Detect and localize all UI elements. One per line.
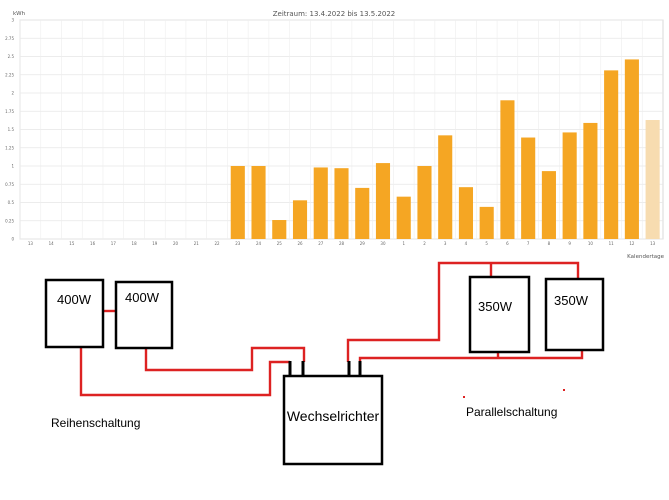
- chart-y-ticks: 0 0.25 0.5 0.75 1 1.25 1.5 1.75 2 2.25 2.5 2.75 3: [5, 18, 14, 242]
- x-tick-label: 24: [256, 241, 262, 246]
- bar-3-20: [438, 135, 453, 239]
- x-tick-label: 13: [650, 241, 656, 246]
- x-tick-label: 14: [49, 241, 55, 246]
- wire-series-right: [144, 346, 306, 372]
- x-tick-label: 19: [152, 241, 158, 246]
- bar-8-25: [541, 171, 556, 239]
- bar-11-28: [604, 70, 619, 240]
- y-tick-label: 2: [11, 91, 14, 96]
- x-tick-label: 9: [568, 241, 571, 246]
- panel-350w-2: [544, 277, 605, 352]
- chart-y-label: kWh: [13, 11, 26, 17]
- y-tick-label: 1.75: [5, 109, 14, 114]
- x-tick-label: 3: [444, 241, 447, 246]
- x-tick-label: 16: [90, 241, 96, 246]
- bar-27-14: [313, 167, 328, 239]
- x-tick-label: 5: [485, 241, 488, 246]
- y-tick-label: 2.5: [8, 54, 15, 59]
- y-tick-label: 1.5: [8, 127, 15, 132]
- y-tick-label: 1.25: [5, 145, 14, 150]
- x-tick-label: 13: [28, 241, 34, 246]
- chart-x-label: Kalendertage: [627, 254, 664, 260]
- x-tick-label: 26: [297, 241, 303, 246]
- chart-title: Zeitraum: 13.4.2022 bis 13.5.2022: [273, 10, 396, 18]
- stray-mark-1: [463, 396, 465, 398]
- x-tick-label: 17: [111, 241, 117, 246]
- y-tick-label: 2.75: [5, 36, 14, 41]
- bar-25-12: [272, 220, 287, 239]
- chart-x-ticks: 13 14 15 16 17 18 19 20 21 22 23 24 25 26 27 28 29 30 1 2 3 4…: [28, 241, 656, 246]
- bar-2-19: [417, 166, 432, 239]
- x-tick-label: 12: [629, 241, 635, 246]
- bar-13-30: [645, 120, 660, 239]
- x-tick-label: 22: [215, 241, 221, 246]
- x-tick-label: 28: [339, 241, 345, 246]
- wire-parallel-bottom: [358, 350, 584, 362]
- x-tick-label: 18: [132, 241, 138, 246]
- parallel-connection-label: Parallelschaltung: [466, 405, 557, 419]
- x-tick-label: 23: [235, 241, 241, 246]
- wire-parallel-top: [346, 261, 580, 362]
- bar-26-13: [292, 200, 308, 239]
- wires: [79, 261, 584, 397]
- bar-28-15: [334, 168, 349, 239]
- bar-24-11: [251, 166, 266, 239]
- x-tick-label: 4: [465, 241, 468, 246]
- x-tick-label: 11: [609, 241, 615, 246]
- inverter-connectors: [288, 361, 362, 376]
- x-tick-label: 2: [423, 241, 426, 246]
- bar-6-23: [500, 100, 515, 239]
- bar-10-27: [583, 122, 598, 239]
- x-tick-label: 20: [173, 241, 179, 246]
- panel-400w-1: [44, 278, 105, 349]
- panel-350w-1-label: 350W: [478, 299, 513, 314]
- stray-mark-2: [563, 389, 565, 391]
- x-tick-label: 30: [380, 241, 386, 246]
- y-tick-label: 0.75: [5, 182, 14, 187]
- y-tick-label: 1: [11, 164, 14, 169]
- x-tick-label: 25: [277, 241, 283, 246]
- x-tick-label: 1: [402, 241, 405, 246]
- panel-400w-2-label: 400W: [125, 290, 160, 305]
- x-tick-label: 8: [548, 241, 551, 246]
- x-tick-label: 15: [69, 241, 75, 246]
- bar-23-10: [230, 166, 245, 239]
- panel-400w-1-label: 400W: [57, 292, 92, 307]
- bar-12-29: [624, 59, 639, 239]
- inverter-box: [282, 374, 384, 466]
- panel-350w-1: [468, 275, 531, 354]
- y-tick-label: 0: [11, 237, 14, 242]
- bar-29-16: [355, 187, 370, 239]
- y-tick-label: 0.5: [8, 200, 15, 205]
- bar-30-17: [375, 163, 391, 239]
- x-tick-label: 7: [527, 241, 530, 246]
- x-tick-label: 27: [318, 241, 324, 246]
- x-tick-label: 6: [506, 241, 509, 246]
- chart-bars: [230, 59, 660, 240]
- x-tick-label: 29: [360, 241, 366, 246]
- y-tick-label: 0.25: [5, 218, 14, 223]
- y-tick-label: 3: [11, 18, 14, 23]
- x-tick-label: 10: [588, 241, 594, 246]
- wire-series-left: [79, 347, 290, 397]
- series-connection-label: Reihenschaltung: [51, 416, 140, 430]
- panel-400w-2: [114, 280, 174, 350]
- panel-350w-2-label: 350W: [554, 293, 589, 308]
- y-tick-label: 2.25: [5, 72, 14, 77]
- bar-7-24: [521, 137, 536, 239]
- bar-1-18: [396, 196, 411, 239]
- inverter-label: Wechselrichter: [287, 408, 380, 424]
- bar-5-22: [479, 206, 494, 239]
- bar-9-26: [562, 132, 577, 239]
- x-tick-label: 21: [194, 241, 200, 246]
- bar-4-21: [458, 187, 474, 239]
